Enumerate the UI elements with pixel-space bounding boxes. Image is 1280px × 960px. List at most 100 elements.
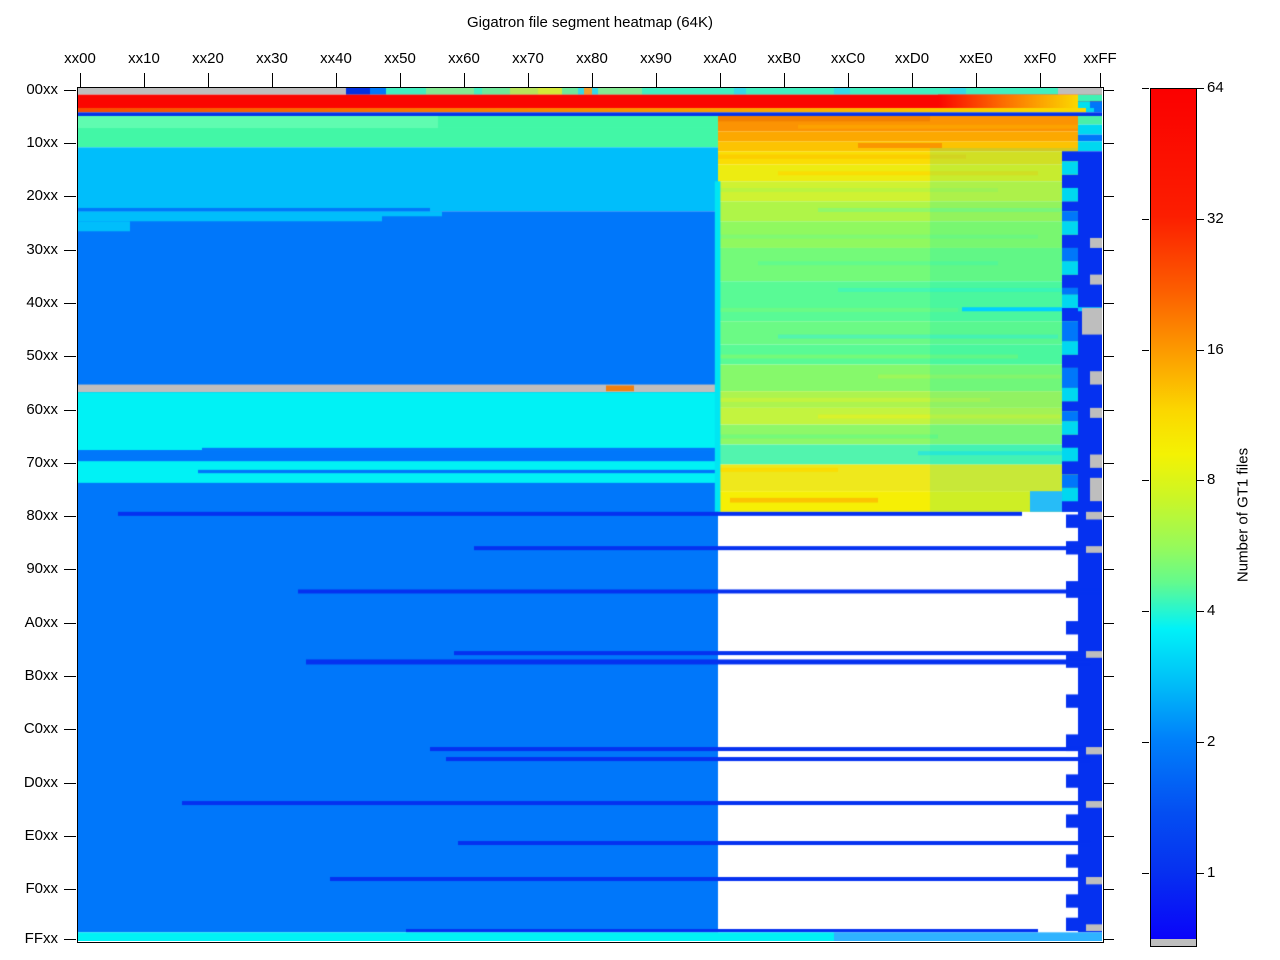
y-tick-mark-right xyxy=(1103,356,1114,358)
y-tick-label: C0xx xyxy=(23,720,58,738)
y-tick-mark-right xyxy=(1103,516,1114,518)
y-tick-mark xyxy=(64,836,76,838)
colorbar-tick-label: 2 xyxy=(1207,732,1216,750)
x-tick-mark xyxy=(656,73,657,87)
x-tick-mark xyxy=(976,73,977,87)
y-tick-mark-right xyxy=(1103,939,1114,941)
x-tick-label: xxF0 xyxy=(1023,50,1057,67)
y-tick-label: 90xx xyxy=(26,560,58,578)
y-tick-mark-right xyxy=(1103,622,1114,624)
y-tick-label: 30xx xyxy=(26,240,58,258)
x-tick-label: xx00 xyxy=(64,50,96,67)
x-tick-mark xyxy=(848,73,849,87)
colorbar-tick-mark xyxy=(1197,480,1204,482)
y-tick-mark xyxy=(64,409,76,411)
x-tick-label: xx10 xyxy=(128,50,160,67)
colorbar-gradient xyxy=(1151,89,1196,939)
y-tick-mark-right xyxy=(1103,889,1114,891)
y-tick-label: E0xx xyxy=(24,827,58,845)
x-tick-mark xyxy=(208,73,209,87)
y-tick-label: 10xx xyxy=(26,133,58,151)
y-tick-mark xyxy=(64,196,76,198)
x-tick-label: xx30 xyxy=(256,50,288,67)
x-tick-label: xxA0 xyxy=(703,50,737,67)
heatmap-canvas xyxy=(78,88,1102,941)
y-tick-mark xyxy=(64,142,76,144)
colorbar-tick-mark xyxy=(1142,611,1149,613)
colorbar-tick-mark xyxy=(1142,88,1149,89)
y-tick-label: B0xx xyxy=(24,667,58,685)
colorbar-tick-mark xyxy=(1197,741,1204,743)
colorbar-tick-mark xyxy=(1142,872,1149,874)
y-tick-mark-right xyxy=(1103,462,1114,464)
y-tick-mark-right xyxy=(1103,569,1114,571)
colorbar-tick-label: 64 xyxy=(1207,79,1224,96)
x-tick-label: xxB0 xyxy=(767,50,801,67)
x-tick-mark xyxy=(400,73,401,87)
x-tick-label: xxC0 xyxy=(830,50,866,67)
x-tick-label: xx50 xyxy=(384,50,416,67)
y-tick-mark xyxy=(64,462,76,464)
y-tick-mark xyxy=(64,516,76,518)
y-tick-mark xyxy=(64,939,76,941)
y-tick-mark-right xyxy=(1103,836,1114,838)
colorbar-tick-mark xyxy=(1142,218,1149,220)
y-tick-mark xyxy=(64,356,76,358)
y-tick-mark xyxy=(64,249,76,251)
y-tick-mark-right xyxy=(1103,676,1114,678)
y-tick-label: 40xx xyxy=(26,293,58,311)
y-tick-mark-right xyxy=(1103,782,1114,784)
colorbar-tick-mark xyxy=(1197,88,1204,89)
chart-title: Gigatron file segment heatmap (64K) xyxy=(467,14,713,31)
x-tick-mark xyxy=(80,73,81,87)
x-tick-mark xyxy=(1040,73,1041,87)
x-tick-mark xyxy=(528,73,529,87)
colorbar-title: Number of GT1 files xyxy=(1234,447,1252,583)
x-tick-mark xyxy=(912,73,913,87)
y-tick-mark xyxy=(64,569,76,571)
x-tick-mark xyxy=(464,73,465,87)
x-tick-label: xx20 xyxy=(192,50,224,67)
y-tick-mark xyxy=(64,889,76,891)
x-tick-label: xxD0 xyxy=(894,50,930,67)
colorbar-tick-label: 1 xyxy=(1207,863,1216,881)
x-tick-label: xxE0 xyxy=(959,50,993,67)
y-tick-label: 50xx xyxy=(26,347,58,365)
colorbar-na-swatch xyxy=(1151,939,1196,946)
y-tick-mark-right xyxy=(1103,729,1114,731)
y-tick-label: A0xx xyxy=(24,613,58,631)
y-tick-label: 00xx xyxy=(26,80,58,98)
colorbar-tick-label: 16 xyxy=(1207,340,1224,358)
y-tick-label: 60xx xyxy=(26,400,58,418)
y-tick-mark xyxy=(64,782,76,784)
x-tick-label: xx80 xyxy=(576,50,608,67)
x-tick-mark xyxy=(1100,73,1101,87)
colorbar-tick-mark xyxy=(1142,349,1149,351)
x-tick-mark xyxy=(144,73,145,87)
y-tick-mark xyxy=(64,676,76,678)
colorbar-tick-label: 4 xyxy=(1207,602,1216,620)
y-tick-mark xyxy=(64,89,76,91)
colorbar-tick-mark xyxy=(1197,349,1204,351)
y-tick-label: 70xx xyxy=(26,453,58,471)
x-tick-mark xyxy=(336,73,337,87)
y-tick-mark-right xyxy=(1103,89,1114,91)
y-tick-label: FFxx xyxy=(24,930,58,948)
y-tick-mark xyxy=(64,622,76,624)
x-tick-label: xx40 xyxy=(320,50,352,67)
colorbar-tick-mark xyxy=(1197,872,1204,874)
x-tick-mark xyxy=(720,73,721,87)
y-tick-label: 20xx xyxy=(26,187,58,205)
x-tick-label: xx70 xyxy=(512,50,544,67)
colorbar-tick-mark xyxy=(1142,480,1149,482)
y-tick-mark xyxy=(64,302,76,304)
y-tick-mark-right xyxy=(1103,249,1114,251)
y-tick-mark-right xyxy=(1103,142,1114,144)
y-tick-mark-right xyxy=(1103,409,1114,411)
x-tick-mark xyxy=(592,73,593,87)
y-tick-label: 80xx xyxy=(26,507,58,525)
x-tick-mark xyxy=(784,73,785,87)
x-tick-label: xxFF xyxy=(1083,50,1117,67)
colorbar-tick-label: 8 xyxy=(1207,471,1216,489)
